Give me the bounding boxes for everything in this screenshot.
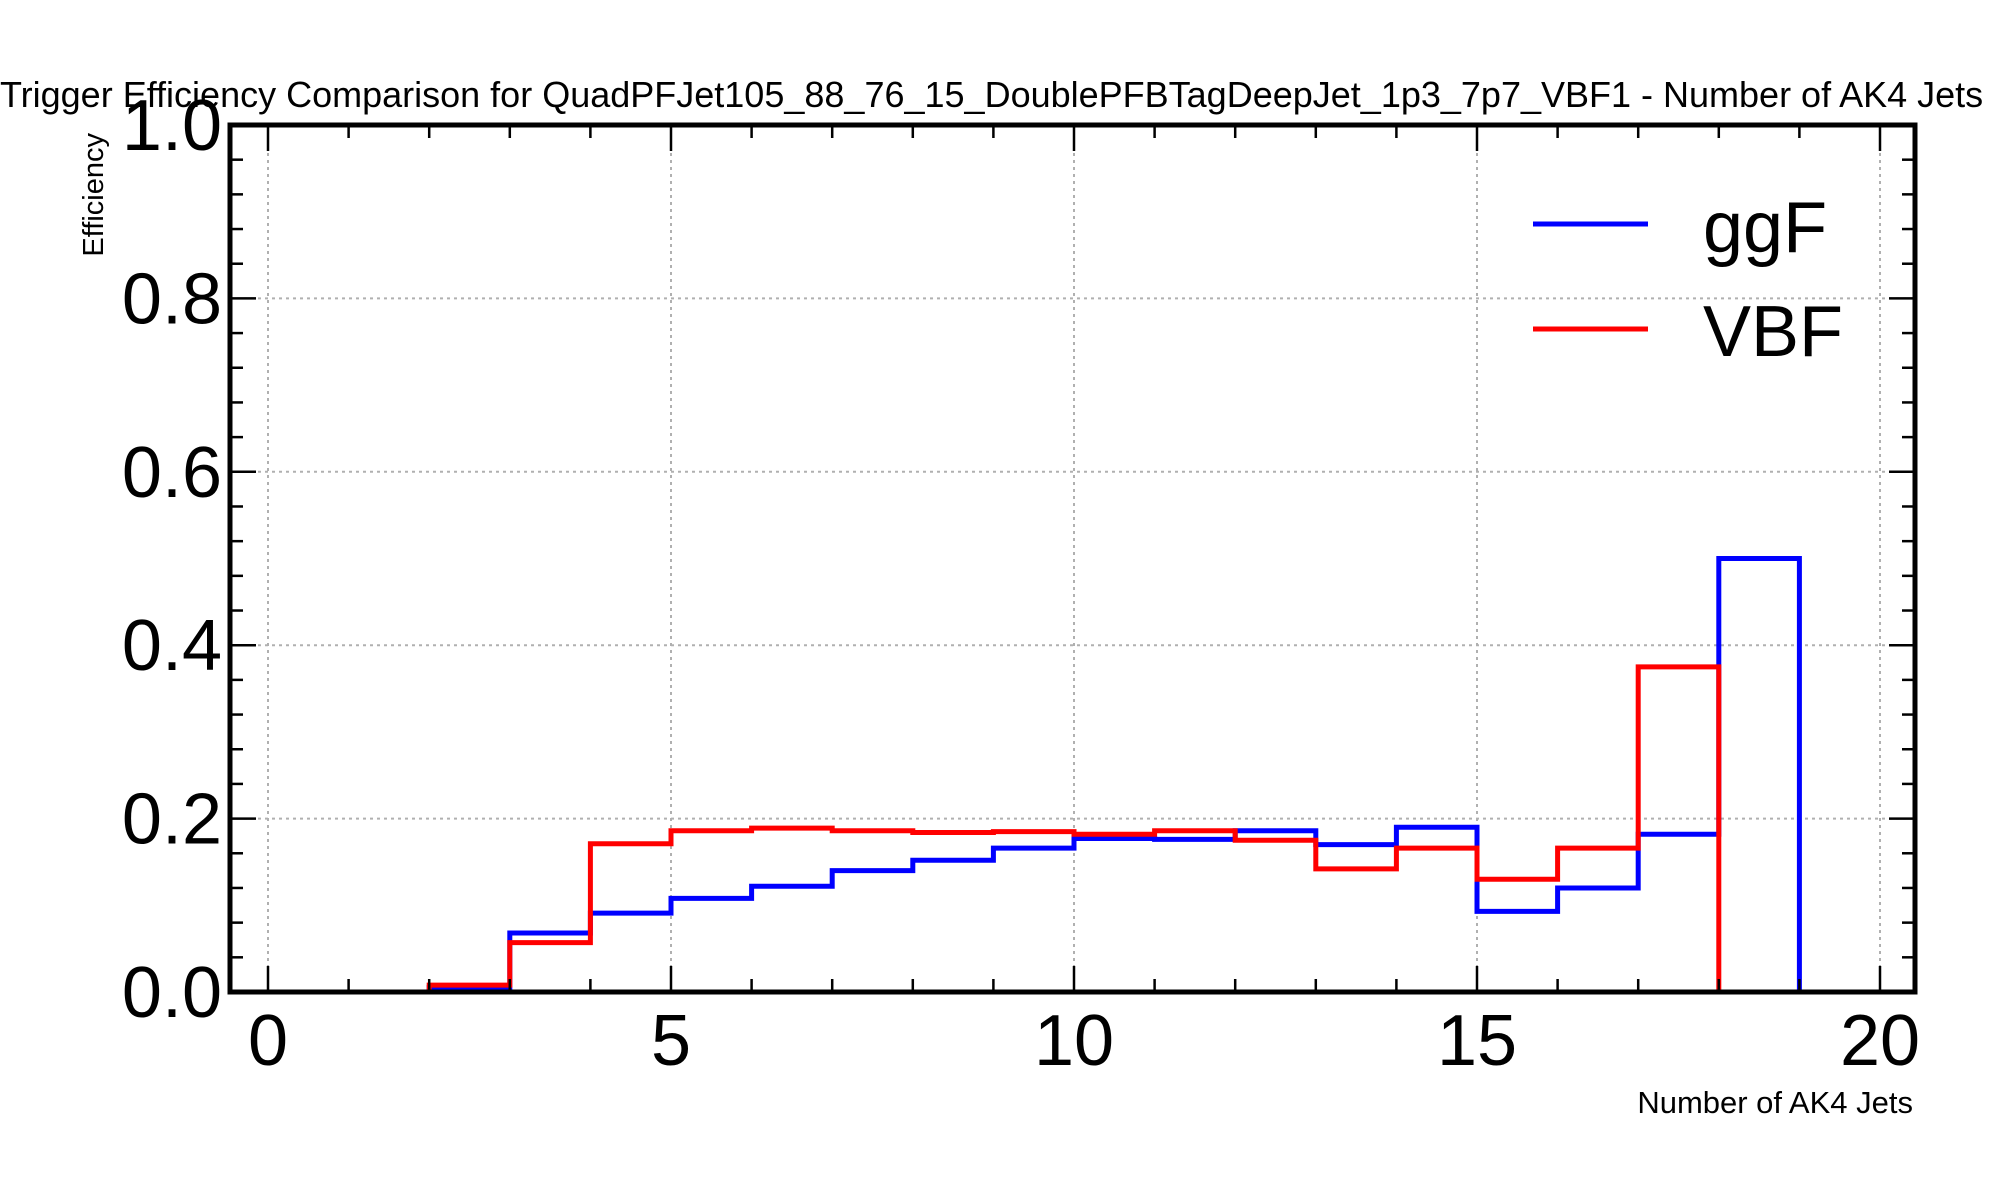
- legend: ggF VBF: [1533, 188, 1843, 372]
- x-tick-label: 5: [651, 1001, 691, 1081]
- y-tick-label: 0.4: [122, 606, 222, 686]
- x-tick-label: 15: [1437, 1001, 1517, 1081]
- plot-frame: [227, 122, 1918, 995]
- x-axis-label: Number of AK4 Jets: [1637, 1085, 1913, 1120]
- x-tick-label: 10: [1034, 1001, 1114, 1081]
- chart-title: Trigger Efficiency Comparison for QuadPF…: [0, 74, 1983, 115]
- grid-layer: [230, 125, 1915, 992]
- y-tick-label: 1.0: [122, 86, 222, 166]
- y-axis-label: Efficiency: [78, 133, 110, 257]
- y-tick-label: 0.2: [122, 780, 222, 860]
- x-tick-label: 0: [248, 1001, 288, 1081]
- legend-label-vbf: VBF: [1703, 292, 1843, 372]
- y-tick-label: 0.0: [122, 953, 222, 1033]
- tick-labels-layer: 0 5 10 15 20 0.0 0.2 0.4 0.6 0.8 1.0: [122, 86, 1920, 1081]
- series-vbf-step-line: [268, 664, 1722, 995]
- series-layer: [268, 556, 1802, 995]
- y-tick-label: 0.8: [122, 259, 222, 339]
- ticks-layer: [230, 123, 1915, 994]
- x-tick-label: 20: [1840, 1001, 1920, 1081]
- legend-label-ggf: ggF: [1703, 188, 1827, 268]
- series-ggf-step-line: [268, 556, 1802, 995]
- y-tick-label: 0.6: [122, 433, 222, 513]
